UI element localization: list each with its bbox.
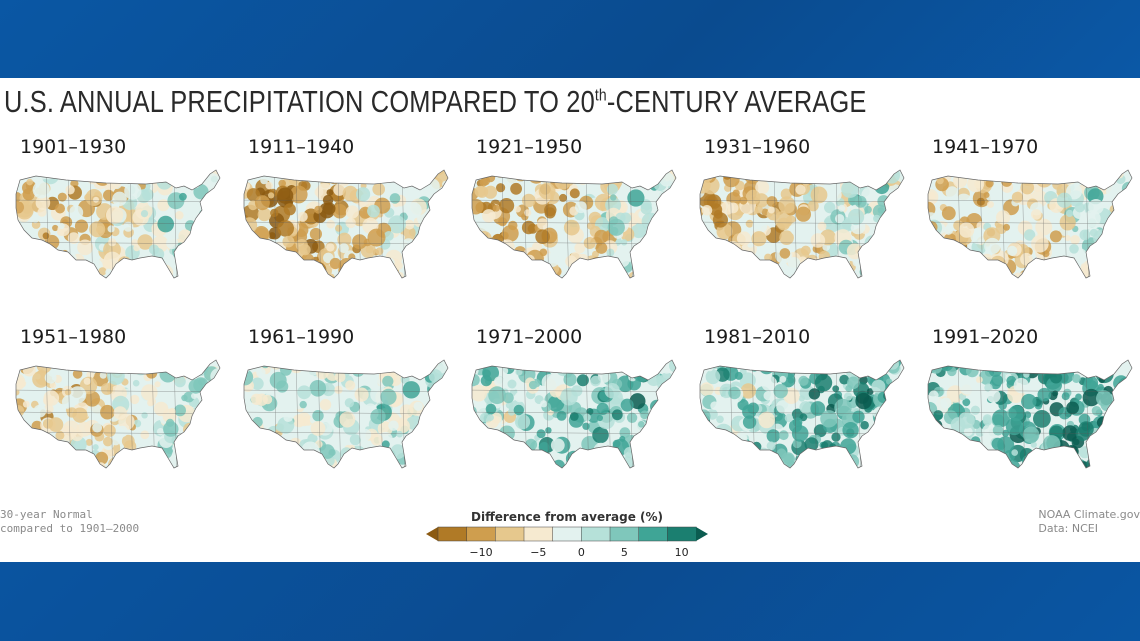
us-precipitation-map bbox=[927, 169, 1133, 279]
map-period-label: 1971–2000 bbox=[476, 326, 583, 348]
legend-arrow-left bbox=[426, 527, 438, 541]
map-panel: 1921–1950 bbox=[462, 136, 682, 296]
us-precipitation-map bbox=[15, 359, 221, 469]
map-panel: 1941–1970 bbox=[918, 136, 1138, 296]
credit: NOAA Climate.gov Data: NCEI bbox=[1038, 508, 1140, 536]
page-title: U.S. ANNUAL PRECIPITATION COMPARED TO 20… bbox=[4, 84, 867, 120]
infographic-panel: U.S. ANNUAL PRECIPITATION COMPARED TO 20… bbox=[0, 78, 1140, 562]
us-precipitation-map bbox=[243, 359, 449, 469]
note-line-1: 30-year Normal bbox=[0, 508, 93, 521]
map-panel: 1961–1990 bbox=[234, 326, 454, 486]
map-period-label: 1961–1990 bbox=[248, 326, 355, 348]
legend-swatch bbox=[609, 526, 640, 542]
header-band bbox=[0, 0, 1140, 78]
map-period-label: 1931–1960 bbox=[704, 136, 811, 158]
legend-swatch bbox=[638, 526, 668, 542]
title-superscript: th bbox=[594, 85, 607, 105]
us-precipitation-map bbox=[15, 169, 221, 279]
map-panel: 1981–2010 bbox=[690, 326, 910, 486]
map-panel: 1901–1930 bbox=[6, 136, 226, 296]
map-period-label: 1991–2020 bbox=[932, 326, 1039, 348]
map-period-label: 1981–2010 bbox=[704, 326, 811, 348]
legend-swatch bbox=[552, 526, 582, 542]
footer-band bbox=[0, 562, 1140, 641]
us-precipitation-map bbox=[471, 359, 677, 469]
map-panel: 1931–1960 bbox=[690, 136, 910, 296]
title-suffix: -CENTURY AVERAGE bbox=[606, 84, 867, 119]
map-panel: 1951–1980 bbox=[6, 326, 226, 486]
us-precipitation-map bbox=[699, 169, 905, 279]
us-precipitation-map bbox=[471, 169, 677, 279]
legend-swatch bbox=[581, 526, 611, 542]
legend: Difference from average (%) −10 −5 0 5 10 bbox=[424, 508, 710, 560]
legend-title: Difference from average (%) bbox=[471, 510, 663, 524]
us-precipitation-map bbox=[243, 169, 449, 279]
legend-swatch bbox=[523, 526, 554, 542]
map-panel: 1911–1940 bbox=[234, 136, 454, 296]
legend-arrow-right bbox=[696, 527, 708, 541]
title-main: U.S. ANNUAL PRECIPITATION COMPARED TO 20 bbox=[4, 84, 595, 119]
map-period-label: 1941–1970 bbox=[932, 136, 1039, 158]
map-panel: 1971–2000 bbox=[462, 326, 682, 486]
legend-tick-label: 5 bbox=[620, 546, 628, 559]
us-precipitation-map bbox=[927, 359, 1133, 469]
legend-swatch bbox=[437, 526, 468, 542]
legend-swatch bbox=[495, 526, 525, 542]
legend-tick-label: 10 bbox=[674, 546, 689, 559]
credit-line-1: NOAA Climate.gov bbox=[1038, 508, 1140, 521]
legend-colorbar bbox=[426, 526, 708, 542]
map-period-label: 1921–1950 bbox=[476, 136, 583, 158]
note-line-2: compared to 1901–2000 bbox=[0, 522, 140, 535]
map-panel: 1991–2020 bbox=[918, 326, 1138, 486]
credit-line-2: Data: NCEI bbox=[1038, 522, 1098, 535]
map-period-label: 1911–1940 bbox=[248, 136, 355, 158]
legend-tick-label: −10 bbox=[469, 546, 493, 559]
legend-tick-label: 0 bbox=[577, 546, 585, 559]
legend-tick-label: −5 bbox=[530, 546, 547, 559]
normal-note: 30-year Normal compared to 1901–2000 bbox=[0, 508, 139, 536]
legend-swatch bbox=[667, 526, 697, 542]
map-period-label: 1951–1980 bbox=[20, 326, 127, 348]
us-precipitation-map bbox=[699, 359, 905, 469]
legend-swatch bbox=[466, 526, 496, 542]
map-period-label: 1901–1930 bbox=[20, 136, 127, 158]
